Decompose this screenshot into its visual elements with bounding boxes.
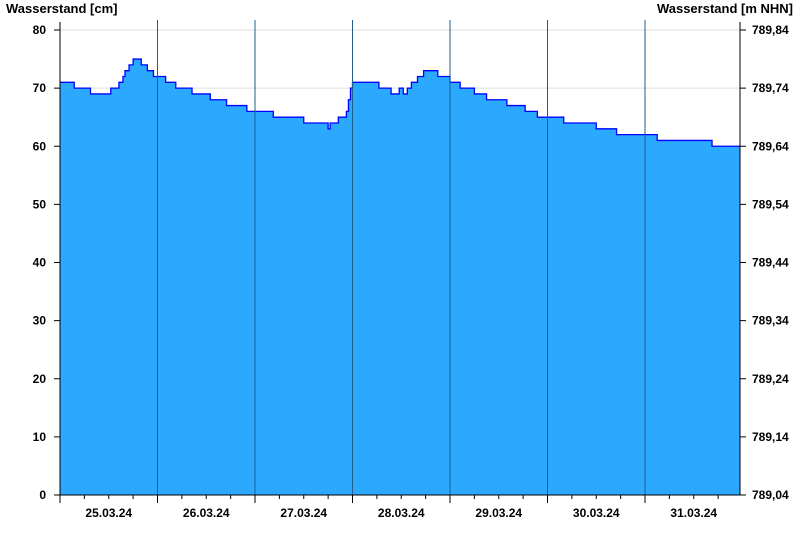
left-y-tick-label: 40 [33, 256, 47, 270]
x-tick-label: 31.03.24 [670, 506, 717, 520]
right-axis-title: Wasserstand [m NHN] [656, 1, 793, 16]
water-level-area [60, 59, 741, 495]
water-level-line [60, 58, 741, 147]
x-tick-label: 28.03.24 [378, 506, 425, 520]
right-y-tick-label: 789,74 [752, 81, 789, 95]
x-tick-label: 29.03.24 [475, 506, 522, 520]
x-tick-label: 26.03.24 [183, 506, 230, 520]
left-y-tick-label: 0 [39, 488, 46, 502]
x-tick-label: 30.03.24 [573, 506, 620, 520]
right-y-tick-label: 789,04 [752, 488, 789, 502]
x-tick-label: 27.03.24 [280, 506, 327, 520]
right-y-tick-label: 789,64 [752, 139, 789, 153]
left-y-tick-label: 20 [33, 372, 47, 386]
left-y-tick-label: 70 [33, 81, 47, 95]
left-y-tick-label: 50 [33, 197, 47, 211]
left-y-tick-label: 30 [33, 314, 47, 328]
right-y-tick-label: 789,84 [752, 23, 789, 37]
left-y-tick-label: 10 [33, 430, 47, 444]
left-y-tick-label: 60 [33, 139, 47, 153]
left-axis-title: Wasserstand [cm] [6, 1, 118, 16]
right-y-tick-label: 789,44 [752, 256, 789, 270]
left-y-tick-label: 80 [33, 23, 47, 37]
x-tick-label: 25.03.24 [85, 506, 132, 520]
right-y-tick-label: 789,14 [752, 430, 789, 444]
right-y-tick-label: 789,34 [752, 314, 789, 328]
right-y-tick-label: 789,24 [752, 372, 789, 386]
right-y-tick-label: 789,54 [752, 197, 789, 211]
